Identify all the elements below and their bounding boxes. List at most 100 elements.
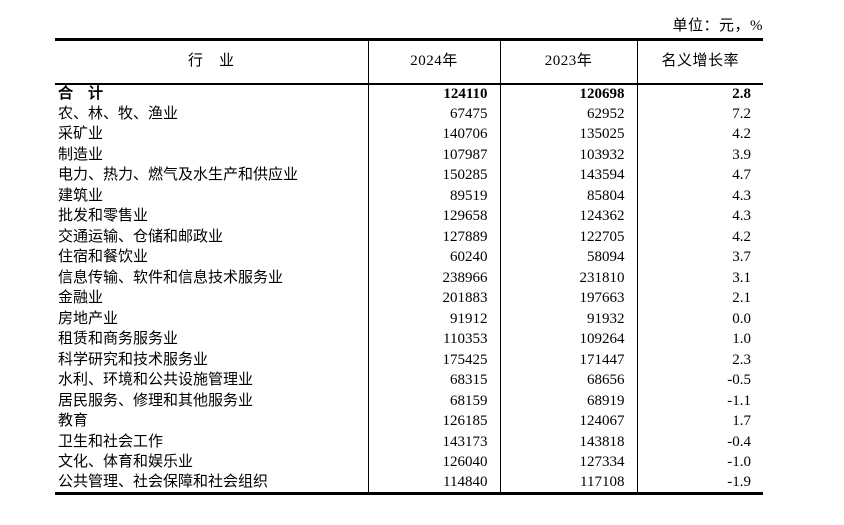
industry-cell: 居民服务、修理和其他服务业: [58, 392, 254, 409]
value-2024-cell: 91912: [367, 309, 500, 330]
table-row: 建筑业 89519 85804 4.3: [55, 186, 763, 207]
table-row: 科学研究和技术服务业 175425 171447 2.3: [55, 350, 763, 371]
growth-rate-cell: 4.7: [636, 165, 763, 186]
industry-cell: 合 计: [58, 85, 104, 102]
table-row: 电力、热力、燃气及水生产和供应业 150285 143594 4.7: [55, 165, 763, 186]
table-row: 金融业 201883 197663 2.1: [55, 288, 763, 309]
table-header: 行 业 2024年 2023年 名义增长率: [55, 39, 763, 85]
industry-cell: 租赁和商务服务业: [58, 331, 179, 348]
growth-rate-cell: 2.1: [636, 288, 763, 309]
table-row: 房地产业 91912 91932 0.0: [55, 309, 763, 330]
value-2024-cell: 126185: [367, 411, 500, 432]
industry-cell: 教育: [58, 413, 89, 430]
col-header-2024: 2024年: [367, 39, 500, 85]
table-row: 水利、环境和公共设施管理业 68315 68656 -0.5: [55, 370, 763, 391]
table-row: 教育 126185 124067 1.7: [55, 411, 763, 432]
industry-cell: 制造业: [58, 146, 104, 163]
table-row: 文化、体育和娱乐业 126040 127334 -1.0: [55, 452, 763, 473]
header-row: 行 业 2024年 2023年 名义增长率: [55, 39, 763, 85]
industry-cell: 房地产业: [58, 310, 119, 327]
table-row: 农、林、牧、渔业 67475 62952 7.2: [55, 104, 763, 125]
value-2024-cell: 150285: [367, 165, 500, 186]
industry-cell: 采矿业: [58, 126, 104, 143]
value-2023-cell: 120698: [499, 83, 637, 104]
value-2023-cell: 143594: [499, 165, 637, 186]
growth-rate-cell: -1.0: [636, 452, 763, 473]
value-2024-cell: 126040: [367, 452, 500, 473]
value-2024-cell: 143173: [367, 432, 500, 453]
value-2023-cell: 103932: [499, 145, 637, 166]
value-2024-cell: 140706: [367, 124, 500, 145]
value-2024-cell: 127889: [367, 227, 500, 248]
industry-cell: 批发和零售业: [58, 208, 149, 225]
value-2023-cell: 124067: [499, 411, 637, 432]
col-header-growth-rate: 名义增长率: [636, 39, 763, 85]
col-header-2023: 2023年: [499, 39, 637, 85]
growth-rate-cell: 3.1: [636, 268, 763, 289]
value-2023-cell: 68656: [499, 370, 637, 391]
value-2024-cell: 175425: [367, 350, 500, 371]
industry-cell: 文化、体育和娱乐业: [58, 454, 194, 471]
industry-cell: 交通运输、仓储和邮政业: [58, 228, 224, 245]
table-row: 住宿和餐饮业 60240 58094 3.7: [55, 247, 763, 268]
value-2023-cell: 62952: [499, 104, 637, 125]
unit-label: 单位：元，%: [672, 18, 763, 34]
growth-rate-cell: -0.4: [636, 432, 763, 453]
growth-rate-cell: -1.1: [636, 391, 763, 412]
table-row: 信息传输、软件和信息技术服务业 238966 231810 3.1: [55, 268, 763, 289]
value-2023-cell: 231810: [499, 268, 637, 289]
growth-rate-cell: 4.2: [636, 227, 763, 248]
wage-by-industry-table: 行 业 2024年 2023年 名义增长率 合 计 124110 120698 …: [55, 38, 763, 495]
value-2023-cell: 58094: [499, 247, 637, 268]
table-row: 居民服务、修理和其他服务业 68159 68919 -1.1: [55, 391, 763, 412]
value-2023-cell: 91932: [499, 309, 637, 330]
value-2024-cell: 67475: [367, 104, 500, 125]
industry-cell: 建筑业: [58, 187, 104, 204]
industry-cell: 水利、环境和公共设施管理业: [58, 372, 254, 389]
table-row: 合 计 124110 120698 2.8: [55, 83, 763, 104]
table-row: 交通运输、仓储和邮政业 127889 122705 4.2: [55, 227, 763, 248]
value-2024-cell: 129658: [367, 206, 500, 227]
table-row: 批发和零售业 129658 124362 4.3: [55, 206, 763, 227]
industry-cell: 电力、热力、燃气及水生产和供应业: [58, 167, 299, 184]
value-2023-cell: 85804: [499, 186, 637, 207]
value-2024-cell: 68315: [367, 370, 500, 391]
value-2024-cell: 68159: [367, 391, 500, 412]
value-2024-cell: 60240: [367, 247, 500, 268]
growth-rate-cell: 4.2: [636, 124, 763, 145]
growth-rate-cell: -1.9: [636, 473, 763, 494]
growth-rate-cell: 3.7: [636, 247, 763, 268]
value-2024-cell: 114840: [367, 473, 500, 494]
value-2023-cell: 122705: [499, 227, 637, 248]
growth-rate-cell: 4.3: [636, 206, 763, 227]
industry-cell: 农、林、牧、渔业: [58, 105, 179, 122]
value-2023-cell: 197663: [499, 288, 637, 309]
table-row: 卫生和社会工作 143173 143818 -0.4: [55, 432, 763, 453]
value-2023-cell: 68919: [499, 391, 637, 412]
value-2024-cell: 238966: [367, 268, 500, 289]
growth-rate-cell: 1.0: [636, 329, 763, 350]
value-2023-cell: 117108: [499, 473, 637, 494]
industry-cell: 科学研究和技术服务业: [58, 351, 209, 368]
growth-rate-cell: 3.9: [636, 145, 763, 166]
value-2023-cell: 109264: [499, 329, 637, 350]
value-2023-cell: 135025: [499, 124, 637, 145]
industry-cell: 住宿和餐饮业: [58, 249, 149, 266]
industry-cell: 卫生和社会工作: [58, 433, 164, 450]
industry-cell: 信息传输、软件和信息技术服务业: [58, 269, 284, 286]
value-2024-cell: 124110: [367, 83, 500, 104]
value-2023-cell: 143818: [499, 432, 637, 453]
value-2024-cell: 110353: [367, 329, 500, 350]
growth-rate-cell: 2.3: [636, 350, 763, 371]
table-row: 制造业 107987 103932 3.9: [55, 145, 763, 166]
table-row: 采矿业 140706 135025 4.2: [55, 124, 763, 145]
table-row: 公共管理、社会保障和社会组织 114840 117108 -1.9: [55, 473, 763, 494]
industry-cell: 公共管理、社会保障和社会组织: [58, 474, 269, 490]
growth-rate-cell: 0.0: [636, 309, 763, 330]
growth-rate-cell: 7.2: [636, 104, 763, 125]
growth-rate-cell: 2.8: [636, 83, 763, 104]
growth-rate-cell: 1.7: [636, 411, 763, 432]
value-2023-cell: 124362: [499, 206, 637, 227]
value-2023-cell: 171447: [499, 350, 637, 371]
